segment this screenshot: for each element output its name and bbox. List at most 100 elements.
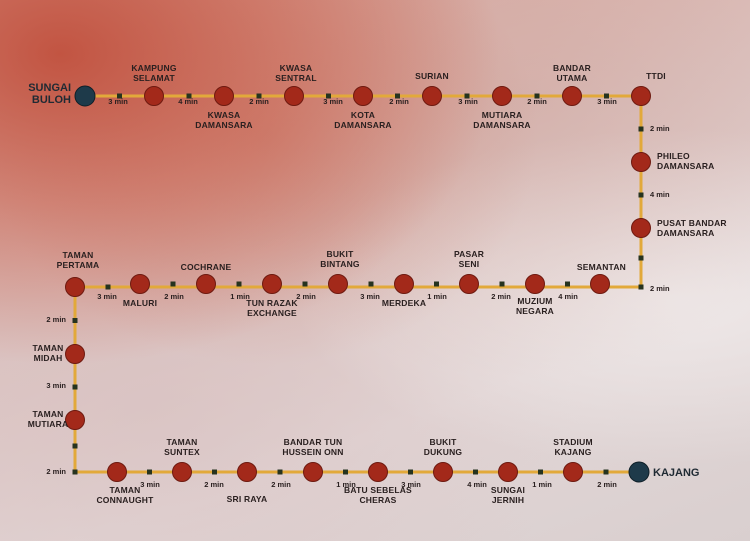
segment-time: 4 min [650,190,670,199]
station-label-kampung-selamat: KAMPUNG SELAMAT [131,63,177,83]
segment-tick [170,281,176,287]
segment-tick [105,284,111,290]
segment-time: 3 min [108,97,128,106]
station-cochrane[interactable] [196,274,216,294]
segment-tick [604,93,609,99]
segment-tick [534,93,540,99]
station-label-taman-midah: TAMAN MIDAH [32,343,63,363]
station-maluri[interactable] [130,274,150,294]
segment-tick [603,469,609,475]
station-tun-razak-exchange[interactable] [262,274,282,294]
segment-time: 2 min [204,480,224,489]
segment-time: 2 min [650,284,670,293]
station-bukit-bintang[interactable] [328,274,348,294]
segment-tick [368,281,374,287]
station-label-sungai-jernih: SUNGAI JERNIH [491,485,525,505]
tick-layer [72,93,644,475]
station-ttdi[interactable] [631,86,651,106]
station-label-kwasa-sentral: KWASA SENTRAL [275,63,317,83]
station-mutiara-damansara[interactable] [492,86,512,106]
station-label-bukit-bintang: BUKIT BINTANG [320,249,360,269]
station-label-surian: SURIAN [415,71,449,81]
segment-time: 2 min [46,467,66,476]
segment-time: 2 min [164,292,184,301]
segment-tick [212,469,217,475]
segment-time: 3 min [97,292,117,301]
station-kajang[interactable] [628,461,650,483]
segment-tick [538,469,543,475]
station-pusat-bandar-damansara[interactable] [631,218,651,238]
station-merdeka[interactable] [394,274,414,294]
segment-tick [638,126,644,132]
segment-tick [72,384,78,390]
station-sungai-buloh[interactable] [74,85,96,107]
station-bukit-dukung[interactable] [433,462,453,482]
station-kwasa-damansara[interactable] [214,86,234,106]
station-label-ttdi: TTDI [646,71,666,81]
station-label-pasar-seni: PASAR SENI [454,249,484,269]
station-label-stadium-kajang: STADIUM KAJANG [553,437,593,457]
station-pasar-seni[interactable] [459,274,479,294]
segment-tick [408,469,413,475]
station-bandar-tun-hussein-onn[interactable] [303,462,323,482]
station-taman-pertama[interactable] [65,277,85,297]
time-layer: 3 min 4 min 2 min 3 min 2 min 3 min 2 min 3 min… [46,97,670,489]
station-kwasa-sentral[interactable] [284,86,304,106]
station-semantan[interactable] [590,274,610,294]
segment-tick [256,93,262,99]
segment-time: 1 min [336,480,356,489]
segment-time: 1 min [532,480,552,489]
station-label-bukit-dukung: BUKIT DUKUNG [424,437,463,457]
segment-tick [343,469,348,475]
station-label-kwasa-damansara: KWASA DAMANSARA [195,110,253,130]
station-kampung-selamat[interactable] [144,86,164,106]
route-layer [73,94,643,474]
station-surian[interactable] [422,86,442,106]
station-muzium-negara[interactable] [525,274,545,294]
segment-time: 4 min [178,97,198,106]
station-phileo-damansara[interactable] [631,152,651,172]
segment-tick [395,93,400,99]
station-label-kota-damansara: KOTA DAMANSARA [334,110,392,130]
station-batu-sebelas-cheras[interactable] [368,462,388,482]
segment-tick [464,93,470,99]
segment-time: 3 min [458,97,478,106]
station-taman-midah[interactable] [65,344,85,364]
segment-tick [326,93,331,99]
route-line [73,94,643,474]
station-taman-mutiara[interactable] [65,410,85,430]
segment-time: 2 min [650,124,670,133]
segment-time: 2 min [46,315,66,324]
segment-time: 2 min [527,97,547,106]
segment-time: 2 min [249,97,269,106]
station-label-batu-sebelas-cheras: BATU SEBELAS CHERAS [344,485,412,505]
segment-time: 3 min [360,292,380,301]
station-label-cochrane: COCHRANE [181,262,232,272]
segment-time: 2 min [296,292,316,301]
segment-time: 3 min [401,480,421,489]
station-taman-suntex[interactable] [172,462,192,482]
station-sri-raya[interactable] [237,462,257,482]
station-label-taman-pertama: TAMAN PERTAMA [57,250,100,270]
segment-tick [236,281,242,287]
station-label-bandar-tun-hussein-onn: BANDAR TUN HUSSEIN ONN [282,437,343,457]
station-taman-connaught[interactable] [107,462,127,482]
segment-time: 2 min [271,480,291,489]
station-label-mutiara-damansara: MUTIARA DAMANSARA [473,110,531,130]
station-label-merdeka: MERDEKA [382,298,426,308]
station-sungai-jernih[interactable] [498,462,518,482]
station-label-kajang: KAJANG [653,467,699,479]
station-stadium-kajang[interactable] [563,462,583,482]
segment-time: 2 min [597,480,617,489]
segment-tick [434,281,439,287]
station-label-tun-razak-exchange: TUN RAZAK EXCHANGE [246,298,298,318]
segment-tick [565,281,570,287]
segment-tick [638,192,644,198]
segment-time: 3 min [597,97,617,106]
station-kota-damansara[interactable] [353,86,373,106]
station-label-sungai-buloh: SUNGAI BULOH [28,82,71,106]
station-bandar-utama[interactable] [562,86,582,106]
station-label-maluri: MALURI [123,298,157,308]
segment-time: 3 min [46,381,66,390]
